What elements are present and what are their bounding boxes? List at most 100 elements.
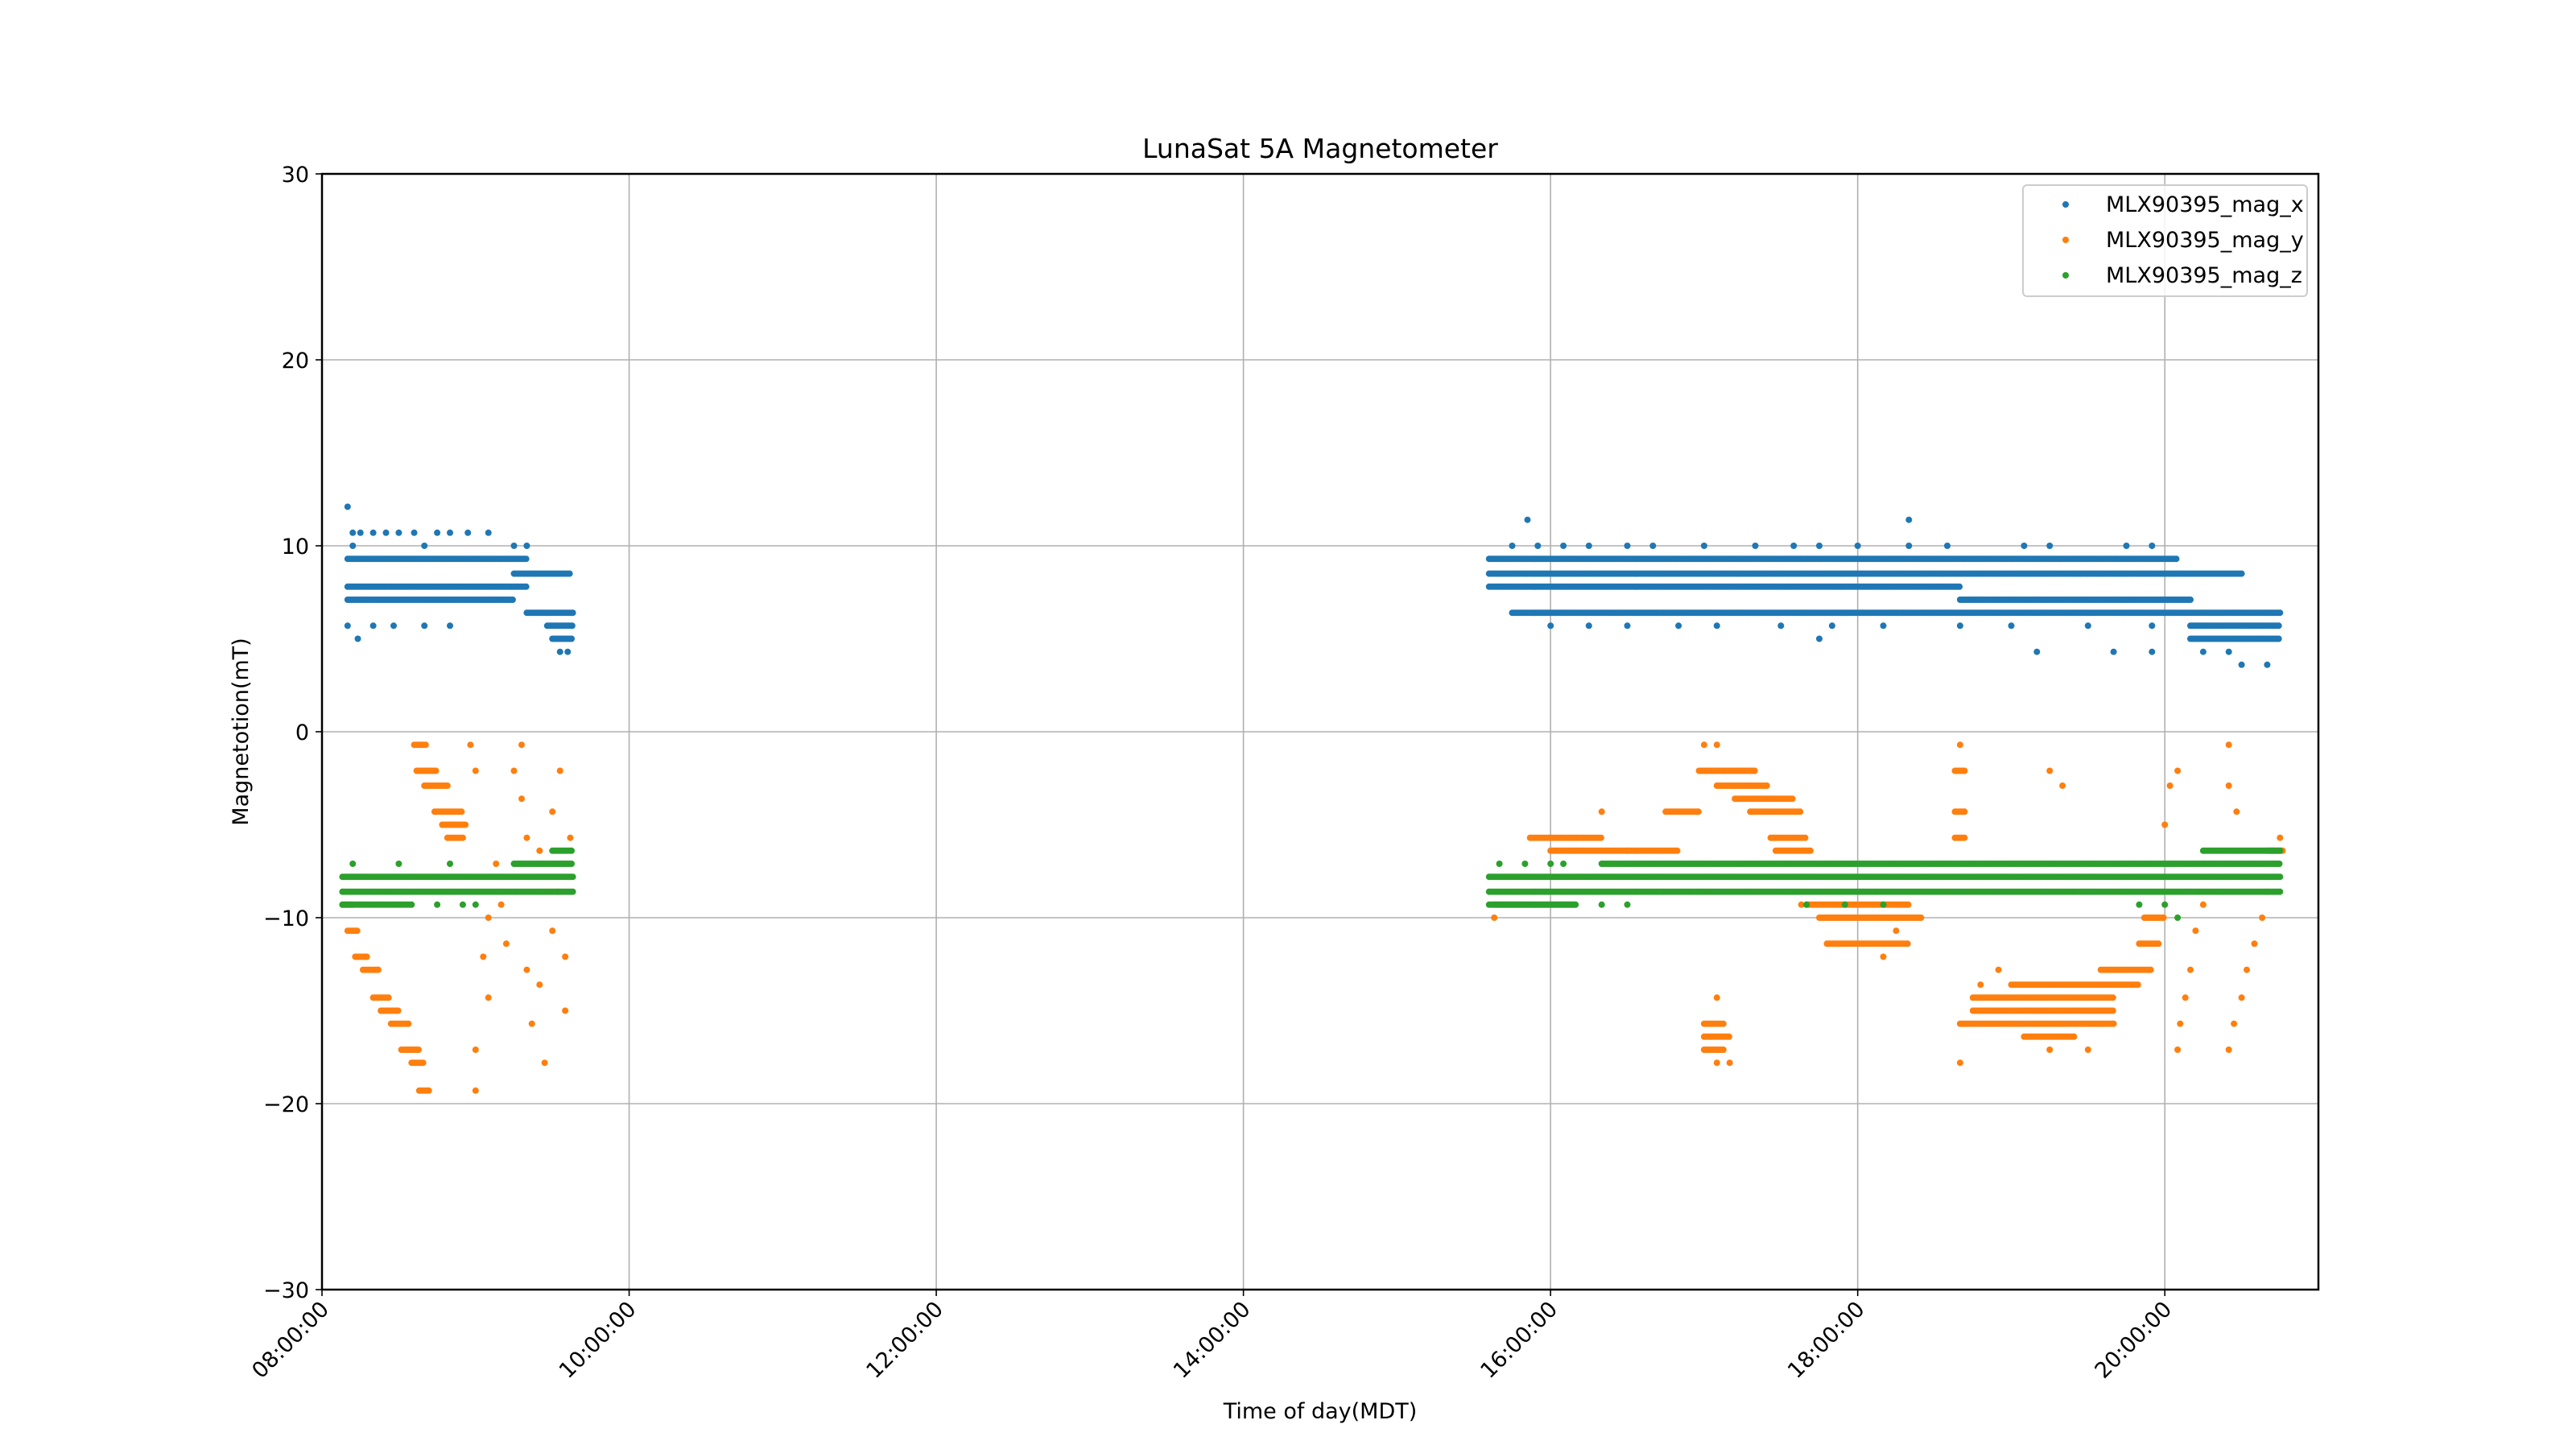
- data-point: [1956, 741, 1963, 749]
- data-point: [2259, 914, 2266, 921]
- data-point: [2174, 914, 2182, 921]
- data-point: [2251, 940, 2258, 947]
- data-point: [564, 648, 572, 655]
- data-point: [556, 648, 564, 655]
- data-point: [2225, 782, 2232, 789]
- data-point: [568, 622, 576, 630]
- data-point: [1719, 1020, 1727, 1027]
- series-MLX90395_mag_y: [339, 741, 2286, 1094]
- legend-label: MLX90395_mag_z: [2106, 263, 2302, 288]
- data-point: [344, 503, 351, 510]
- y-tick-label: 10: [282, 535, 309, 559]
- data-point: [2275, 622, 2282, 630]
- data-point: [2225, 648, 2232, 655]
- data-point: [464, 529, 472, 536]
- data-point: [2059, 782, 2066, 789]
- data-point: [568, 847, 575, 854]
- data-point: [2149, 648, 2156, 655]
- data-point: [353, 927, 361, 935]
- data-point: [1961, 767, 1968, 774]
- data-point: [569, 873, 576, 881]
- data-point: [472, 1046, 479, 1053]
- data-point: [523, 834, 530, 841]
- data-points: [339, 503, 2286, 1094]
- data-point: [395, 861, 402, 867]
- data-point: [1777, 622, 1785, 630]
- data-point: [1700, 741, 1707, 749]
- data-point: [2084, 622, 2091, 630]
- data-point: [349, 861, 357, 867]
- data-point: [485, 529, 492, 536]
- data-point: [408, 901, 415, 908]
- legend-marker: [2062, 272, 2069, 279]
- data-point: [1624, 543, 1631, 549]
- data-point: [2046, 1046, 2054, 1053]
- legend-marker: [2062, 237, 2069, 243]
- data-point: [1509, 543, 1516, 549]
- data-point: [1713, 994, 1720, 1001]
- data-point: [2187, 597, 2194, 603]
- data-point: [2277, 888, 2284, 895]
- data-point: [1713, 741, 1720, 749]
- data-point: [2231, 1020, 2238, 1027]
- data-point: [2199, 648, 2207, 655]
- data-point: [528, 1020, 535, 1027]
- data-point: [549, 927, 556, 935]
- data-point: [2277, 834, 2284, 841]
- data-point: [2233, 808, 2240, 815]
- data-point: [1790, 543, 1798, 549]
- data-point: [447, 622, 453, 630]
- data-point: [485, 994, 492, 1001]
- data-point: [2277, 873, 2284, 881]
- data-point: [1961, 808, 1968, 815]
- data-point: [523, 543, 530, 549]
- data-point: [1995, 966, 2002, 973]
- data-point: [1905, 901, 1912, 908]
- data-point: [1789, 795, 1796, 803]
- data-point: [1598, 808, 1605, 815]
- data-point: [2174, 767, 2182, 774]
- data-point: [1585, 622, 1592, 630]
- data-point: [394, 1007, 402, 1014]
- data-point: [1905, 516, 1913, 523]
- data-point: [390, 622, 397, 630]
- legend-label: MLX90395_mag_y: [2106, 228, 2304, 253]
- data-point: [1944, 543, 1951, 549]
- data-point: [1751, 767, 1758, 774]
- data-point: [522, 583, 530, 590]
- data-point: [1534, 543, 1542, 549]
- data-point: [566, 570, 573, 577]
- data-point: [1597, 834, 1604, 841]
- y-tick-label: −20: [263, 1092, 309, 1117]
- data-point: [536, 981, 543, 989]
- data-point: [2173, 555, 2180, 563]
- data-point: [523, 966, 530, 973]
- y-tick-label: −10: [263, 906, 309, 931]
- data-point: [2238, 994, 2245, 1001]
- data-point: [1956, 583, 1963, 590]
- legend: MLX90395_mag_xMLX90395_mag_yMLX90395_mag…: [2022, 184, 2308, 297]
- data-point: [1674, 847, 1681, 854]
- data-point: [502, 940, 510, 947]
- data-point: [1547, 861, 1554, 867]
- data-point: [434, 529, 441, 536]
- data-point: [369, 622, 377, 630]
- data-point: [1841, 901, 1848, 908]
- data-point: [421, 622, 428, 630]
- data-point: [467, 741, 474, 749]
- data-point: [1719, 1046, 1727, 1053]
- data-point: [357, 529, 364, 536]
- data-point: [497, 901, 505, 908]
- data-point: [1491, 914, 1498, 921]
- data-point: [419, 1059, 427, 1067]
- data-point: [1880, 953, 1887, 960]
- data-point: [522, 555, 530, 563]
- data-point: [568, 635, 575, 642]
- data-point: [2160, 914, 2167, 921]
- data-point: [459, 901, 466, 908]
- data-point: [518, 741, 525, 749]
- data-point: [385, 994, 392, 1001]
- data-point: [518, 795, 525, 803]
- data-point: [405, 1020, 412, 1027]
- data-point: [1585, 543, 1592, 549]
